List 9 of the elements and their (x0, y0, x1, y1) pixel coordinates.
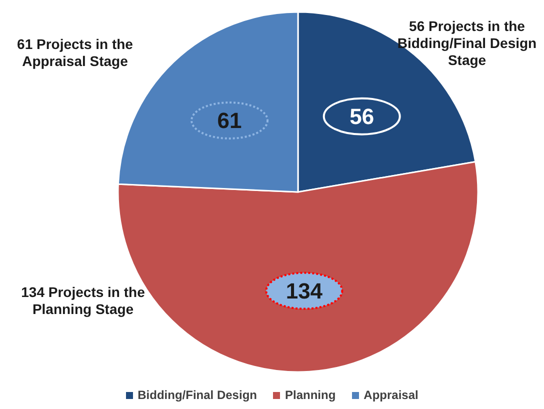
data-label: 61 (217, 108, 242, 133)
legend-label: Bidding/Final Design (138, 388, 257, 402)
text: 56 Projects in the Bidding/Final Design Stage (396, 18, 538, 69)
data-label: 56 (350, 104, 374, 129)
legend-label: Planning (284, 388, 336, 402)
legend-label: Appraisal (364, 388, 418, 402)
text: 61 Projects in the Appraisal Stage (16, 36, 134, 70)
data-label: 134 (286, 278, 324, 304)
text: 134 Projects in the Planning Stage (20, 284, 146, 318)
